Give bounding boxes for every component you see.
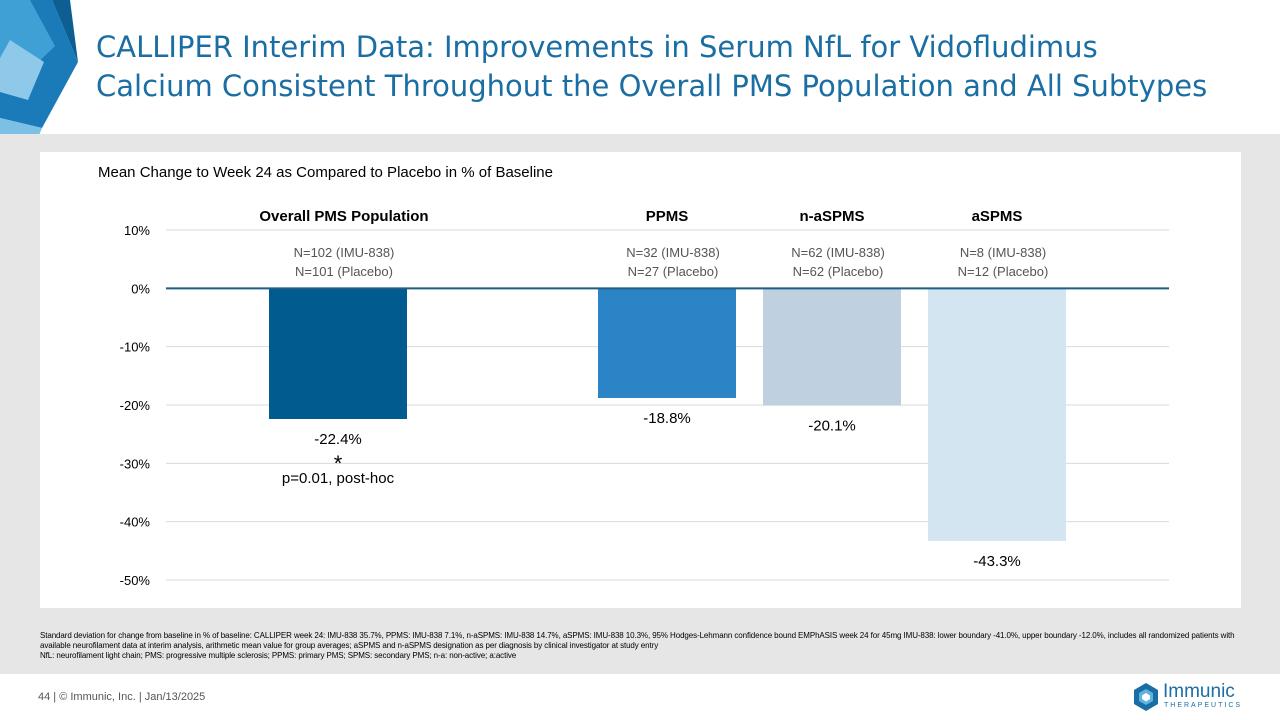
corner-decoration xyxy=(0,0,78,176)
y-tick-label: -20% xyxy=(120,398,151,413)
slide-footer: 44 | © Immunic, Inc. | Jan/13/2025 xyxy=(38,691,206,703)
chart-subtitle: Mean Change to Week 24 as Compared to Pl… xyxy=(98,164,553,181)
logo-subtitle: THERAPEUTICS xyxy=(1164,702,1243,709)
data-label: -22.4% xyxy=(314,431,362,448)
footnote: Standard deviation for change from basel… xyxy=(40,631,1255,661)
category-label: n-aSPMS xyxy=(799,208,864,225)
category-label: PPMS xyxy=(646,208,689,225)
bar xyxy=(928,288,1066,541)
n-imu-label: N=62 (IMU-838) xyxy=(791,245,885,260)
logo-mark-icon xyxy=(1134,683,1158,711)
data-label: -43.3% xyxy=(973,553,1021,570)
company-logo: Immunic THERAPEUTICS xyxy=(1130,680,1250,714)
y-tick-label: -10% xyxy=(120,340,151,355)
bar xyxy=(763,288,901,406)
n-placebo-label: N=12 (Placebo) xyxy=(958,264,1049,279)
significance-text: p=0.01, post-hoc xyxy=(282,470,395,487)
data-label: -20.1% xyxy=(808,418,856,435)
y-tick-label: -30% xyxy=(120,456,151,471)
significance-marker: * xyxy=(334,451,343,476)
slide-title: CALLIPER Interim Data: Improvements in S… xyxy=(96,28,1266,106)
n-imu-label: N=102 (IMU-838) xyxy=(294,245,395,260)
footnote-line-1: Standard deviation for change from basel… xyxy=(40,631,1235,650)
title-line-1: CALLIPER Interim Data: Improvements in S… xyxy=(96,30,1098,64)
category-label: Overall PMS Population xyxy=(259,208,428,225)
bar xyxy=(269,288,407,419)
y-tick-label: -50% xyxy=(120,573,151,588)
n-placebo-label: N=101 (Placebo) xyxy=(295,264,393,279)
n-imu-label: N=32 (IMU-838) xyxy=(626,245,720,260)
logo-name: Immunic xyxy=(1163,681,1235,702)
data-label: -18.8% xyxy=(643,410,691,427)
bar xyxy=(598,288,736,398)
y-tick-label: 0% xyxy=(131,281,150,296)
n-imu-label: N=8 (IMU-838) xyxy=(960,245,1046,260)
y-tick-label: 10% xyxy=(124,223,150,238)
footnote-line-2: NfL: neurofilament light chain; PMS: pro… xyxy=(40,651,517,660)
category-label: aSPMS xyxy=(972,208,1023,225)
n-placebo-label: N=27 (Placebo) xyxy=(628,264,719,279)
y-tick-label: -40% xyxy=(120,515,151,530)
n-placebo-label: N=62 (Placebo) xyxy=(793,264,884,279)
title-line-2: Calcium Consistent Throughout the Overal… xyxy=(96,69,1208,103)
